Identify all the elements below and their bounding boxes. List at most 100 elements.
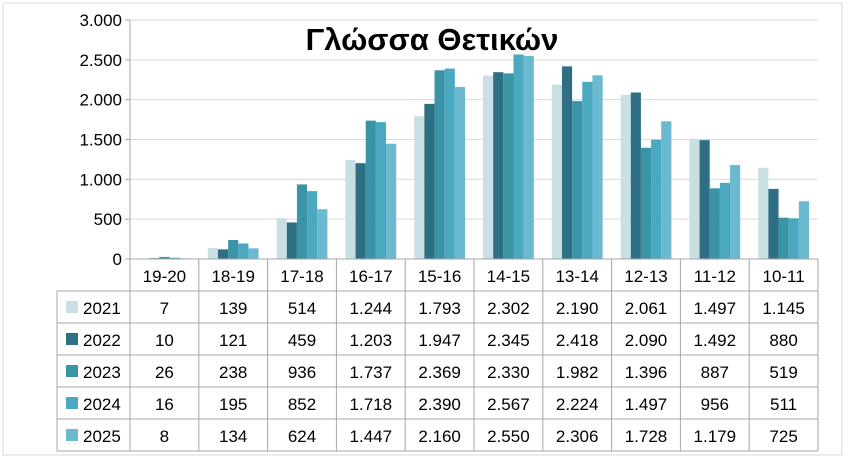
data-label: 10: [155, 331, 174, 350]
data-label: 1.497: [694, 299, 737, 318]
bar: [730, 165, 741, 259]
data-label: 1.497: [625, 395, 668, 414]
bar: [582, 81, 593, 259]
bar: [768, 188, 779, 259]
bar: [169, 257, 180, 259]
data-label: 1.203: [350, 331, 393, 350]
bar: [503, 73, 514, 259]
legend-label: 2021: [83, 299, 121, 318]
data-label: 139: [219, 299, 247, 318]
data-label: 1.396: [625, 363, 668, 382]
bar: [434, 70, 445, 259]
data-label: 26: [155, 363, 174, 382]
legend-label: 2023: [83, 363, 121, 382]
bar: [651, 139, 662, 259]
bar: [217, 249, 229, 259]
bar: [414, 116, 425, 259]
data-label: 2.390: [418, 395, 461, 414]
bar: [345, 159, 356, 259]
data-label: 1.145: [762, 299, 805, 318]
bar: [159, 256, 170, 259]
data-label: 852: [288, 395, 316, 414]
category-label: 17-18: [280, 267, 323, 286]
bar: [592, 75, 603, 259]
bar: [355, 163, 366, 259]
data-label: 7: [160, 299, 169, 318]
y-tick-label: 1.500: [79, 131, 122, 150]
data-label: 519: [769, 363, 797, 382]
data-label: 1.718: [350, 395, 393, 414]
category-label: 14-15: [487, 267, 530, 286]
y-tick-label: 2.500: [79, 51, 122, 70]
legend-label: 2024: [83, 395, 121, 414]
y-tick-label: 2.000: [79, 91, 122, 110]
bar: [317, 209, 328, 259]
category-label: 12-13: [624, 267, 667, 286]
bars: [139, 54, 809, 260]
bar: [375, 122, 387, 260]
bar: [248, 248, 259, 259]
category-label: 19-20: [143, 267, 186, 286]
legend-swatch: [66, 365, 78, 377]
bar: [788, 218, 799, 259]
bar: [454, 86, 465, 259]
y-tick-label: 3.000: [79, 11, 122, 30]
data-label: 1.947: [418, 331, 461, 350]
bar: [640, 147, 652, 259]
data-label: 1.737: [350, 363, 393, 382]
bar: [551, 84, 562, 259]
category-label: 11-12: [694, 267, 736, 286]
data-label: 459: [288, 331, 316, 350]
bar: [483, 75, 494, 259]
category-label: 16-17: [349, 267, 392, 286]
bar: [572, 101, 583, 259]
bar: [778, 217, 789, 259]
bar: [523, 55, 534, 259]
bar: [620, 94, 631, 259]
data-label: 2.567: [487, 395, 530, 414]
bar: [296, 184, 308, 259]
data-label: 887: [701, 363, 729, 382]
data-label: 2.330: [487, 363, 530, 382]
category-label: 10-11: [762, 267, 804, 286]
bar: [207, 247, 218, 259]
legend-label: 2022: [83, 331, 121, 350]
data-label: 2.418: [556, 331, 599, 350]
legend-swatch: [66, 429, 78, 441]
y-axis: 0 500 1.000 1.500 2.000 2.500 3.000: [79, 11, 131, 269]
data-label: 1.728: [625, 427, 668, 446]
category-label: 13-14: [555, 267, 598, 286]
data-label: 16: [155, 395, 174, 414]
data-label: 514: [288, 299, 316, 318]
bar: [493, 72, 504, 259]
category-label: 15-16: [418, 267, 461, 286]
bar: [758, 167, 769, 259]
data-label: 624: [288, 427, 316, 446]
data-label: 956: [701, 395, 729, 414]
y-tick-label: 0: [113, 250, 122, 269]
data-label: 134: [219, 427, 247, 446]
legend-swatch: [66, 397, 78, 409]
data-label: 2.224: [556, 395, 599, 414]
data-label: 2.345: [487, 331, 530, 350]
bar: [699, 140, 710, 259]
bar: [719, 182, 731, 259]
data-label: 1.982: [556, 363, 599, 382]
bar: [276, 218, 287, 259]
data-label: 2.190: [556, 299, 599, 318]
bar: [424, 103, 435, 259]
data-label: 936: [288, 363, 316, 382]
bar: [630, 92, 641, 259]
bar: [444, 68, 455, 259]
legend-swatch: [66, 301, 78, 313]
bar: [228, 240, 239, 259]
data-label: 2.550: [487, 427, 530, 446]
legend-label: 2025: [83, 427, 121, 446]
data-label: 1.492: [694, 331, 737, 350]
data-label: 195: [219, 395, 247, 414]
y-tick-label: 1.000: [79, 170, 122, 189]
bar: [798, 201, 809, 259]
category-label: 18-19: [211, 267, 254, 286]
